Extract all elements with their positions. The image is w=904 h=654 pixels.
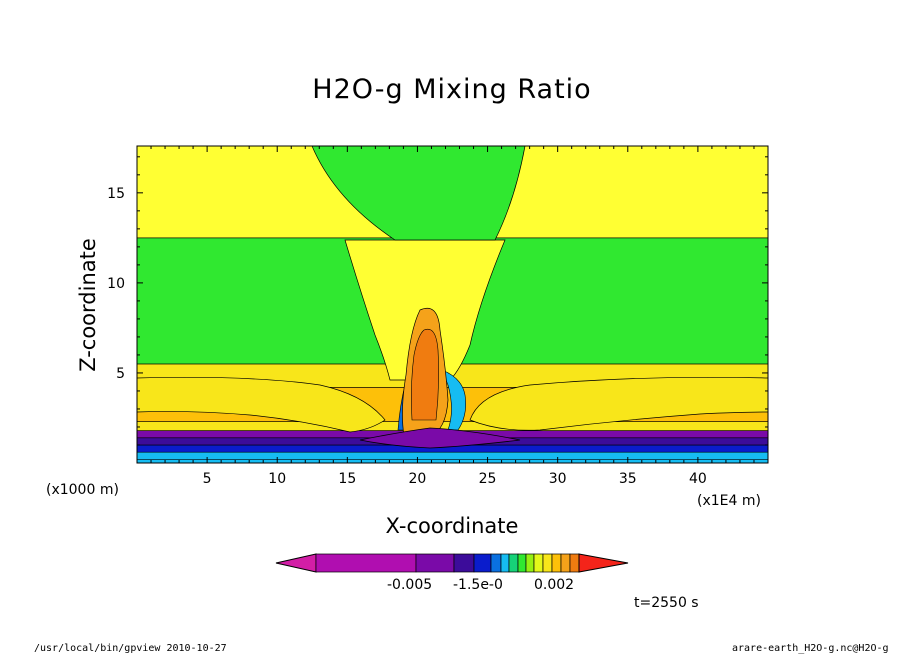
colorbar-swatch-12 — [551, 553, 562, 573]
colorbar-right-arrow — [578, 553, 629, 573]
colorbar-swatch-6 — [500, 553, 510, 573]
x-tick-label-7: 40 — [689, 471, 707, 487]
y-tick-label-0: 5 — [116, 366, 125, 382]
colorbar-swatch-7 — [508, 553, 519, 573]
y-axis: 5 10 15 — [107, 156, 768, 446]
chart-title: H2O-g Mixing Ratio — [312, 74, 592, 105]
x-axis-label: X-coordinate — [385, 514, 519, 538]
x-tick-label-5: 30 — [549, 471, 567, 487]
colorbar-swatch-4 — [473, 553, 492, 573]
colorbar-swatch-11 — [542, 553, 553, 573]
colorbar-swatch-14 — [569, 553, 580, 573]
y-tick-label-2: 15 — [107, 186, 125, 202]
contour-region-turbulent-base — [359, 427, 521, 449]
colorbar-swatch-10 — [533, 553, 544, 573]
x-tick-label-0: 5 — [203, 471, 212, 487]
x-tick-label-1: 10 — [268, 471, 286, 487]
contour-field — [137, 146, 768, 463]
y-axis-label: Z-coordinate — [76, 238, 100, 372]
colorbar-swatch-5 — [490, 553, 502, 573]
x-tick-label-4: 25 — [479, 471, 497, 487]
y-tick-label-1: 10 — [107, 276, 125, 292]
footer-left: /usr/local/bin/gpview 2010-10-27 — [34, 643, 227, 654]
contour-region-core-max — [411, 328, 439, 421]
x-tick-label-3: 20 — [409, 471, 427, 487]
x-axis: 5 10 15 20 25 30 35 40 — [150, 146, 755, 487]
x-unit-left: (x1000 m) — [46, 482, 119, 498]
colorbar-swatch-1 — [315, 553, 417, 573]
colorbar-label-0: -0.005 — [387, 577, 433, 593]
x-unit-right: (x1E4 m) — [697, 493, 761, 509]
x-tick-label-2: 15 — [338, 471, 356, 487]
colorbar-swatch-2 — [415, 553, 455, 573]
colorbar-swatch-3 — [453, 553, 475, 573]
contour-region-right-lobe — [469, 376, 768, 431]
colorbar-swatch-9 — [525, 553, 535, 573]
time-label: t=2550 s — [634, 595, 699, 611]
colorbar-label-2: 0.002 — [534, 577, 575, 593]
footer-right: arare-earth_H2O-g.nc@H2O-g — [732, 643, 889, 654]
colorbar-label-1: -1.5e-0 — [453, 577, 503, 593]
contour-region-left-lobe — [137, 376, 386, 433]
colorbar-left-arrow — [275, 553, 317, 573]
contour-region-blue-flank-right — [441, 369, 466, 431]
colorbar-swatch-8 — [517, 553, 527, 573]
x-tick-label-6: 35 — [619, 471, 637, 487]
plot-frame — [136, 145, 769, 464]
contour-region-central-column — [311, 146, 526, 241]
colorbar — [275, 553, 629, 573]
colorbar-swatch-13 — [560, 553, 571, 573]
band-0 — [137, 451, 768, 460]
